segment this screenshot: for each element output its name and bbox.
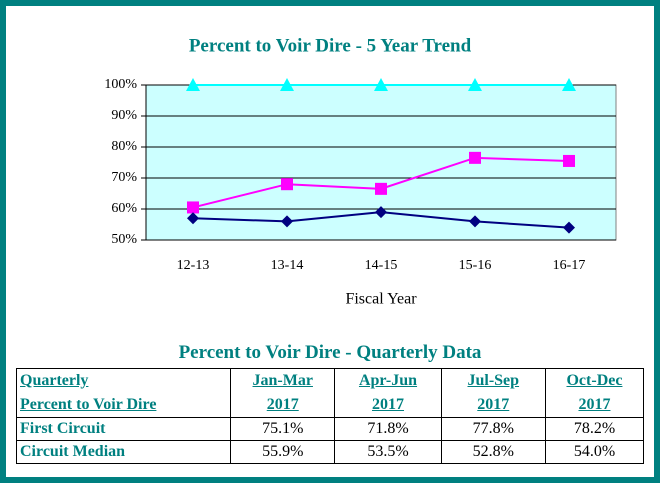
marker [469, 151, 481, 164]
y-tick-label: 100% [104, 77, 137, 92]
marker [375, 182, 387, 195]
cell: 52.8% [440, 440, 546, 464]
cell: 55.9% [230, 440, 336, 464]
marker [468, 78, 482, 91]
marker [469, 215, 481, 228]
marker [186, 78, 200, 91]
x-tick-label: 13-14 [271, 258, 304, 273]
marker [562, 78, 576, 91]
header-text: 2017 [266, 396, 299, 413]
header-text: 2017 [372, 396, 404, 413]
marker [375, 206, 387, 219]
row: Circuit Median 55.9% 53.5% 52.8% 54.0% [15, 440, 645, 464]
row: First Circuit 75.1% 71.8% 77.8% 78.2% [15, 417, 645, 441]
header-text: 2017 [477, 396, 510, 413]
header-text: Percent to Voir Dire [20, 396, 157, 413]
chart-title: Percent to Voir Dire - 5 Year Trend [189, 35, 472, 56]
header-cell: Apr-Jun 2017 [334, 368, 442, 418]
row-header: First Circuit [15, 417, 232, 441]
marker [563, 221, 575, 234]
table-title: Percent to Voir Dire - Quarterly Data [178, 342, 482, 363]
y-tick-label: 50% [111, 232, 137, 247]
header-text: Jan-Mar [252, 372, 313, 389]
marker [187, 212, 199, 225]
marker [374, 78, 388, 91]
chart: Percent to Voir Dire - 5 Year Trend Fisc… [104, 35, 617, 308]
marker [280, 78, 294, 91]
header-text: Jul-Sep [467, 372, 520, 389]
x-tick-label: 12-13 [177, 258, 210, 273]
header-text: 2017 [578, 396, 611, 413]
x-tick-label: 14-15 [365, 258, 398, 273]
x-tick-label: 16-17 [553, 258, 586, 273]
y-tick-label: 60% [111, 201, 137, 216]
cell: 77.8% [440, 417, 546, 441]
y-tick-label: 90% [111, 108, 137, 123]
header-cell: Quarterly Percent to Voir Dire [15, 368, 232, 418]
header-text: Apr-Jun [358, 372, 418, 389]
table: Quarterly Percent to Voir Dire Jan-Mar 2017… [15, 368, 645, 464]
row-header: Circuit Median [15, 440, 232, 464]
cell: 78.2% [544, 417, 645, 441]
y-tick-label: 70% [111, 170, 137, 185]
marker [281, 215, 293, 228]
cell: 75.1% [230, 417, 336, 441]
marker [187, 201, 199, 214]
header-text: Oct-Dec [566, 372, 623, 389]
cell: 54.0% [544, 440, 645, 464]
header-cell: Oct-Dec 2017 [544, 368, 645, 418]
x-axis-label: Fiscal Year [345, 291, 417, 308]
cell: 71.8% [334, 417, 442, 441]
header-cell: Jan-Mar 2017 [230, 368, 336, 418]
marker [281, 178, 293, 191]
y-tick-label: 80% [111, 139, 137, 154]
header-row: Quarterly Percent to Voir Dire Jan-Mar 2017… [15, 368, 645, 418]
header-cell: Jul-Sep 2017 [440, 368, 546, 418]
marker [563, 154, 575, 167]
cell: 53.5% [334, 440, 442, 464]
x-tick-label: 15-16 [459, 258, 492, 273]
header-text: Quarterly [20, 372, 89, 389]
